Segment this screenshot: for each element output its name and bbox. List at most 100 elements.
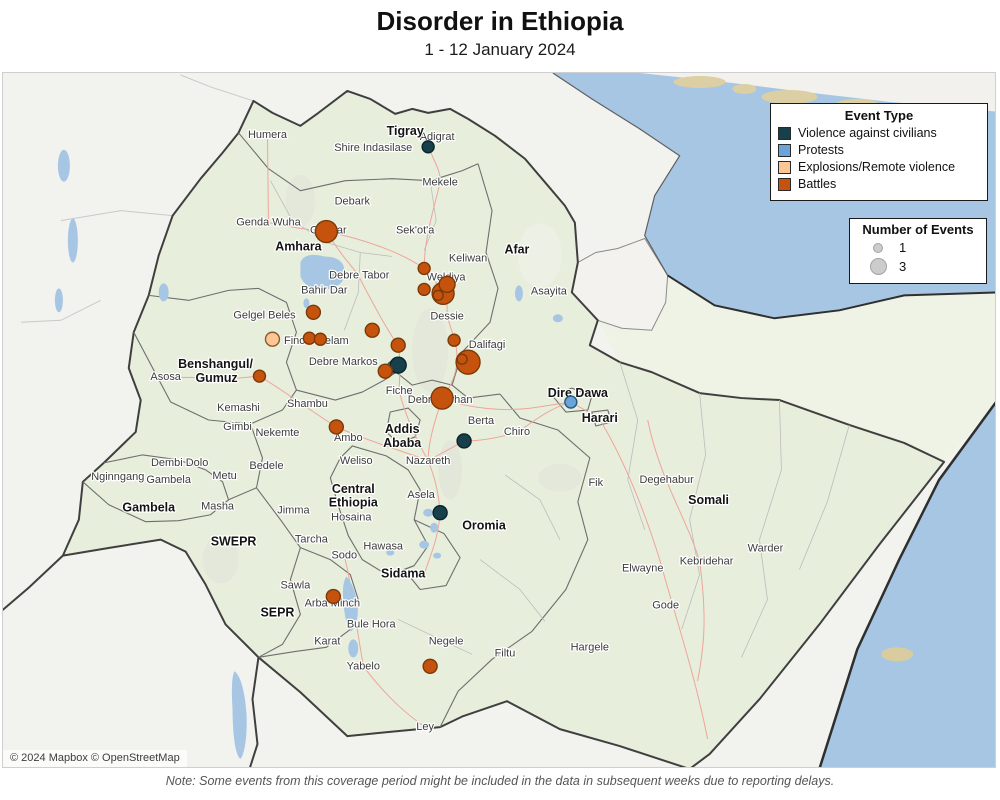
event-marker-battles[interactable]: [313, 332, 328, 346]
city-label-ambo: Ambo: [334, 432, 363, 444]
region-label-afar: Afar: [504, 242, 529, 256]
desert-patch: [881, 647, 914, 662]
event-marker-violence[interactable]: [421, 140, 435, 154]
city-label-tarcha: Tarcha: [295, 534, 329, 546]
size-legend-circle: [869, 258, 887, 275]
city-label-degehabur: Degehabur: [640, 474, 695, 486]
city-label-sek-ot-a: Sek'ot'a: [396, 225, 435, 237]
legend-item-label: Violence against civilians: [798, 126, 937, 140]
event-marker-explosions[interactable]: [264, 331, 281, 347]
event-marker-battles[interactable]: [447, 333, 461, 347]
event-marker-battles[interactable]: [314, 219, 339, 244]
legend-item-violence: Violence against civilians: [778, 126, 980, 140]
footer-note: Note: Some events from this coverage per…: [165, 774, 835, 788]
event-marker-battles[interactable]: [325, 588, 342, 605]
event-marker-battles[interactable]: [417, 261, 431, 276]
size-legend-item: 3: [855, 258, 981, 275]
city-label-mekele: Mekele: [422, 177, 457, 189]
city-label-dalifagi: Dalifagi: [469, 339, 506, 351]
size-legend-circle: [873, 242, 883, 253]
desert-patch: [732, 83, 757, 94]
city-label-metu: Metu: [212, 470, 236, 482]
legend-item-explosions: Explosions/Remote violence: [778, 160, 980, 174]
region-label-sidama: Sidama: [381, 567, 425, 581]
region-label-oromia: Oromia: [462, 519, 506, 533]
city-label-negele: Negele: [429, 635, 464, 647]
city-label-asela: Asela: [407, 489, 435, 501]
violence-swatch: [778, 126, 791, 140]
size-legend-item: 1: [855, 240, 981, 255]
city-label-gode: Gode: [652, 599, 679, 611]
coastline: [667, 274, 995, 320]
event-marker-battles[interactable]: [302, 331, 317, 345]
city-label-weliso: Weliso: [340, 455, 373, 467]
city-label-bedele: Bedele: [249, 460, 283, 472]
region-label-tigray: Tigray: [387, 124, 424, 138]
event-marker-battles[interactable]: [417, 282, 431, 297]
city-label-chiro: Chiro: [504, 426, 530, 438]
event-marker-battles[interactable]: [364, 322, 380, 338]
region-label-somali: Somali: [688, 493, 729, 507]
region-label-amhara: Amhara: [275, 239, 321, 253]
city-label-debark: Debark: [335, 196, 371, 208]
yemen-coast: [639, 73, 995, 112]
city-label-debre-tabor: Debre Tabor: [329, 269, 390, 281]
event-type-legend: Event Type Violence against civilians Pro…: [770, 103, 988, 201]
city-label-bahir-dar: Bahir Dar: [301, 284, 348, 296]
event-marker-violence[interactable]: [456, 433, 472, 449]
somalia-land: [597, 270, 995, 462]
event-marker-battles[interactable]: [438, 275, 456, 294]
event-marker-battles[interactable]: [422, 658, 438, 674]
map-frame: Humera Adigrat Shire Indasilase Mekele Debar…: [2, 72, 996, 768]
legend-item-label: Explosions/Remote violence: [798, 160, 956, 174]
event-marker-violence[interactable]: [389, 356, 407, 374]
neighbor-admin-lines: [20, 74, 254, 323]
protests-swatch: [778, 143, 791, 157]
region-label-benshangul: Benshangul/: [178, 357, 253, 371]
event-marker-violence[interactable]: [432, 505, 448, 521]
region-label-swepr: SWEPR: [211, 535, 257, 549]
event-marker-battles[interactable]: [252, 369, 267, 383]
city-label-asayita: Asayita: [531, 285, 568, 297]
city-label-hawasa: Hawasa: [363, 541, 404, 553]
size-legend-label: 3: [899, 259, 907, 274]
city-label-warder: Warder: [748, 543, 784, 555]
page-subtitle: 1 - 12 January 2024: [424, 40, 576, 59]
city-label-filtu: Filtu: [495, 647, 516, 659]
legend-item-protests: Protests: [778, 143, 980, 157]
region-label-ababa: Ababa: [383, 436, 421, 450]
event-marker-battles[interactable]: [377, 363, 393, 379]
city-label-asosa: Asosa: [150, 371, 181, 383]
event-marker-protests[interactable]: [564, 395, 578, 409]
number-of-events-legend: Number of Events 1 3: [849, 218, 987, 284]
desert-patch: [673, 75, 726, 88]
event-marker-battles[interactable]: [456, 353, 468, 365]
city-label-keliwan: Keliwan: [449, 252, 487, 264]
page-title: Disorder in Ethiopia: [376, 6, 624, 36]
city-label-hosaina: Hosaina: [331, 512, 372, 524]
city-label-bule-hora: Bule Hora: [347, 618, 397, 630]
header: Disorder in Ethiopia 1 - 12 January 2024: [0, 0, 1000, 60]
region-label-ethiopia: Ethiopia: [329, 496, 378, 510]
coastline: [552, 73, 681, 276]
city-label-elwayne: Elwayne: [622, 563, 663, 575]
city-label-debre-markos: Debre Markos: [309, 356, 378, 368]
legend-item-battles: Battles: [778, 177, 980, 191]
city-label-hargele: Hargele: [571, 641, 609, 653]
map-attribution[interactable]: © 2024 Mapbox © OpenStreetMap: [3, 750, 187, 767]
city-label-kebridehar: Kebridehar: [680, 556, 734, 568]
event-marker-battles[interactable]: [305, 304, 322, 320]
battles-swatch: [778, 177, 791, 191]
event-marker-battles[interactable]: [432, 289, 444, 302]
region-label-central: Central: [332, 482, 375, 496]
event-marker-battles[interactable]: [390, 337, 406, 353]
event-marker-battles[interactable]: [328, 419, 345, 435]
region-label-harari: Harari: [582, 411, 618, 425]
event-marker-battles[interactable]: [430, 386, 454, 410]
city-label-jimma: Jimma: [277, 505, 310, 517]
city-label-kemashi: Kemashi: [217, 402, 260, 414]
legend-item-label: Protests: [798, 143, 844, 157]
city-label-ley: Ley: [416, 721, 434, 733]
region-borders: [82, 132, 613, 728]
